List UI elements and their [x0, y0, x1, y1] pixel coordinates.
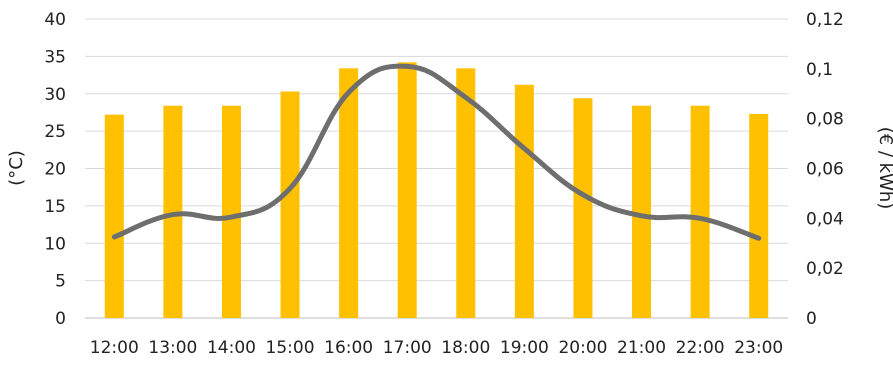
price-line-group [114, 66, 759, 238]
temperature-bar [691, 106, 710, 318]
y-tick-label-right: 0,02 [806, 259, 844, 279]
y-tick-label-right: 0,06 [806, 160, 844, 180]
temperature-bar [749, 114, 768, 318]
y-axis-title-left: (°C) [6, 150, 27, 186]
y-axis-right: 0 0,02 0,04 0,06 0,08 0,1 0,12 [806, 10, 844, 329]
y-tick-label-left: 15 [44, 197, 66, 217]
temperature-bar [573, 98, 592, 318]
y-tick-label-left: 5 [55, 272, 66, 292]
temperature-bars [105, 62, 768, 318]
x-axis: 12:00 13:00 14:00 15:00 16:00 17:00 18:00 19:00… [90, 338, 783, 358]
gridlines [85, 19, 788, 318]
x-tick-label: 22:00 [676, 338, 725, 358]
y-tick-label-left: 35 [44, 47, 66, 67]
temperature-bar [105, 115, 124, 318]
y-tick-label-left: 30 [44, 85, 66, 105]
temperature-bar [222, 106, 241, 318]
y-tick-label-left: 25 [44, 122, 66, 142]
x-tick-label: 18:00 [441, 338, 490, 358]
temperature-bar [281, 92, 300, 318]
y-tick-label-left: 0 [55, 309, 66, 329]
y-axis-left: 0 5 10 15 20 25 30 35 40 [44, 10, 66, 329]
temperature-bar [515, 85, 534, 318]
y-tick-label-right: 0,1 [806, 60, 833, 80]
temperature-bar [398, 62, 417, 318]
x-tick-label: 20:00 [558, 338, 607, 358]
x-tick-label: 15:00 [266, 338, 315, 358]
x-tick-label: 13:00 [148, 338, 197, 358]
y-tick-label-left: 20 [44, 160, 66, 180]
y-tick-label-left: 10 [44, 234, 66, 254]
temperature-bar [339, 68, 358, 318]
temperature-bar [456, 68, 475, 318]
x-tick-label: 23:00 [734, 338, 783, 358]
temperature-bar [632, 106, 651, 318]
y-axis-title-right: (€ / kWh) [875, 127, 893, 210]
y-tick-label-right: 0,12 [806, 10, 844, 30]
y-tick-label-left: 40 [44, 10, 66, 30]
y-tick-label-right: 0,04 [806, 209, 844, 229]
x-tick-label: 16:00 [324, 338, 373, 358]
price-line [114, 66, 758, 238]
x-tick-label: 14:00 [207, 338, 256, 358]
x-tick-label: 21:00 [617, 338, 666, 358]
x-tick-label: 17:00 [383, 338, 432, 358]
y-tick-label-right: 0,08 [806, 110, 844, 130]
x-tick-label: 12:00 [90, 338, 139, 358]
y-tick-label-right: 0 [806, 309, 817, 329]
x-tick-label: 19:00 [500, 338, 549, 358]
